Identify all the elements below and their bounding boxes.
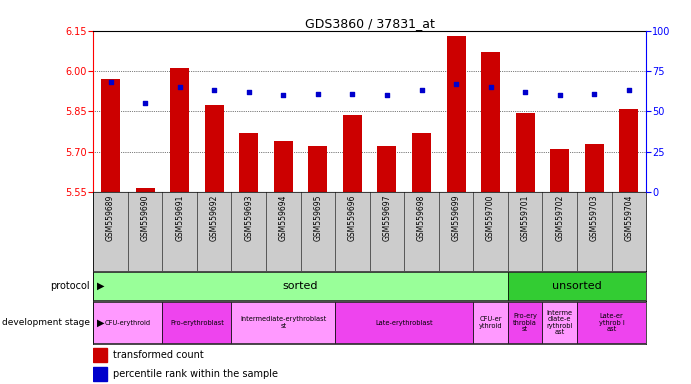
Point [278, 92, 289, 98]
Point [623, 87, 634, 93]
Bar [343, 116, 362, 192]
Bar [508, 302, 542, 343]
Bar [473, 302, 508, 343]
Text: GSM559699: GSM559699 [451, 194, 461, 241]
Bar [377, 146, 397, 192]
Text: GSM559694: GSM559694 [278, 194, 288, 241]
Text: GSM559690: GSM559690 [140, 194, 150, 241]
Point [485, 84, 496, 90]
Point [105, 79, 116, 85]
Bar [412, 133, 431, 192]
Bar [619, 109, 638, 192]
Point [520, 89, 531, 95]
Bar [481, 52, 500, 192]
Point [243, 89, 254, 95]
Text: ▶: ▶ [97, 318, 104, 328]
Text: Intermediate-erythroblast
st: Intermediate-erythroblast st [240, 316, 326, 329]
Point [381, 92, 392, 98]
Point [451, 81, 462, 87]
Text: GSM559692: GSM559692 [209, 194, 219, 241]
Text: GSM559697: GSM559697 [382, 194, 392, 241]
Bar [274, 141, 293, 192]
Title: GDS3860 / 37831_at: GDS3860 / 37831_at [305, 17, 435, 30]
Bar [101, 79, 120, 192]
Bar [550, 149, 569, 192]
Text: GSM559693: GSM559693 [244, 194, 254, 241]
Point [347, 91, 358, 97]
Bar [93, 272, 508, 300]
Point [589, 91, 600, 97]
Bar [231, 302, 335, 343]
Point [416, 87, 427, 93]
Text: GSM559700: GSM559700 [486, 194, 495, 241]
Text: GSM559698: GSM559698 [417, 194, 426, 241]
Bar [205, 105, 224, 192]
Bar [515, 113, 535, 192]
Point [312, 91, 323, 97]
Bar [93, 367, 107, 381]
Bar [446, 36, 466, 192]
Point [209, 87, 220, 93]
Bar [93, 348, 107, 362]
Text: GSM559704: GSM559704 [624, 194, 634, 241]
Text: ▶: ▶ [97, 281, 104, 291]
Bar [239, 133, 258, 192]
Text: CFU-erythroid: CFU-erythroid [105, 319, 151, 326]
Text: Interme
diate-e
rythrobl
ast: Interme diate-e rythrobl ast [547, 310, 573, 335]
Text: CFU-er
ythroid: CFU-er ythroid [479, 316, 502, 329]
Text: Late-er
ythrob l
ast: Late-er ythrob l ast [598, 313, 625, 332]
Text: Pro-ery
throbla
st: Pro-ery throbla st [513, 313, 537, 332]
Point [140, 100, 151, 106]
Text: protocol: protocol [50, 281, 90, 291]
Text: percentile rank within the sample: percentile rank within the sample [113, 369, 278, 379]
Point [174, 84, 185, 90]
Text: Late-erythroblast: Late-erythroblast [375, 319, 433, 326]
Bar [135, 188, 155, 192]
Text: GSM559691: GSM559691 [175, 194, 184, 241]
Bar [542, 302, 577, 343]
Bar [170, 68, 189, 192]
Text: unsorted: unsorted [552, 281, 602, 291]
Text: GSM559696: GSM559696 [348, 194, 357, 241]
Bar [93, 302, 162, 343]
Text: development stage: development stage [2, 318, 90, 327]
Bar [577, 302, 646, 343]
Text: GSM559702: GSM559702 [555, 194, 565, 241]
Point [554, 92, 565, 98]
Bar [508, 272, 646, 300]
Bar [335, 302, 473, 343]
Text: Pro-erythroblast: Pro-erythroblast [170, 319, 224, 326]
Text: transformed count: transformed count [113, 350, 203, 360]
Bar [308, 146, 328, 192]
Text: GSM559689: GSM559689 [106, 194, 115, 241]
Text: GSM559701: GSM559701 [520, 194, 530, 241]
Text: sorted: sorted [283, 281, 319, 291]
Bar [162, 302, 231, 343]
Bar [585, 144, 604, 192]
Text: GSM559703: GSM559703 [589, 194, 599, 241]
Text: GSM559695: GSM559695 [313, 194, 323, 241]
